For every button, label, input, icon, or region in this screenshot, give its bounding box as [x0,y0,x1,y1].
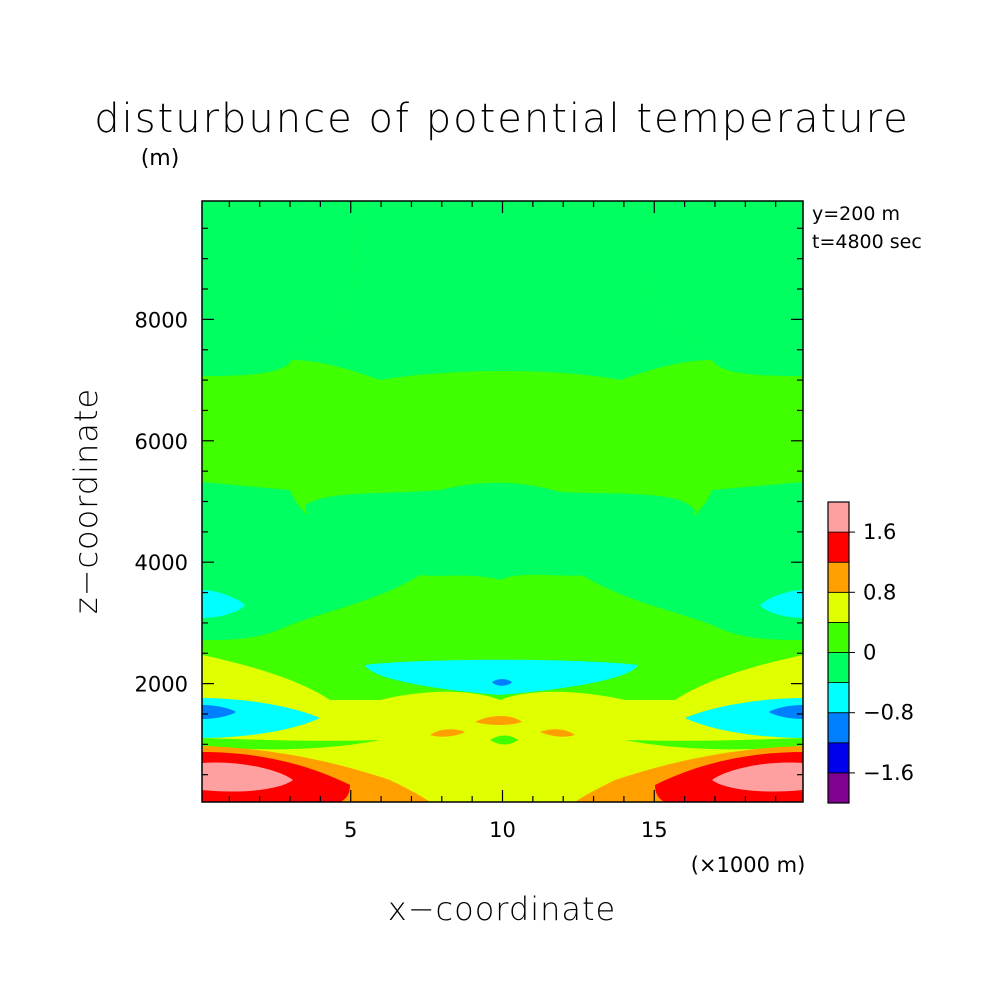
y-tick-label: 8000 [135,308,188,332]
green-lens-right [625,738,803,750]
upper-lobe-right [649,201,803,376]
axis-ticks [202,201,803,802]
side-cyan-left [202,590,245,618]
colorbar-swatch [827,561,850,593]
mid-level-band-center [305,482,695,580]
colorbar-label: 0.8 [863,580,896,604]
y-unit-label: (m) [141,146,180,171]
x-unit-label: (×1000 m) [691,853,806,877]
y-tick-label: 4000 [135,551,188,575]
colorbar-swatch [827,531,850,563]
colorbar-swatch [827,742,850,774]
orange-spot-2 [430,729,465,737]
annotation-y: y=200 m [812,203,900,225]
y-tick-label: 2000 [135,673,188,697]
cyan-band-right [685,698,803,738]
blue-core-right [769,705,803,719]
colorbar [827,501,850,804]
orange-spot-1 [475,716,522,725]
low-blue-minimum [492,679,512,686]
pink-maximum-right [712,762,803,792]
colorbar-swatch [827,501,850,533]
upper-central-column [292,201,712,380]
colorbar-swatch [827,712,850,744]
colorbar-label: −1.6 [863,761,914,785]
x-axis-label: x−coordinate [388,890,616,928]
y-tick-labels: 2000 4000 6000 8000 [135,308,188,696]
colorbar-swatch [827,622,850,653]
colorbar-swatch [827,652,850,684]
upper-lobe-left [202,201,355,376]
pink-maximum-left [202,762,293,792]
annotation-t: t=4800 sec [812,231,922,253]
orange-spot-3 [540,729,575,737]
blue-core-left [202,705,236,719]
mid-level-band-left [202,482,420,640]
colorbar-labels: 1.6 0.8 0 −0.8 −1.6 [863,520,914,785]
colorbar-label: 1.6 [863,520,896,544]
x-tick-label: 15 [641,818,668,842]
cyan-band-left [202,698,320,738]
colorbar-swatch [827,591,850,623]
x-tick-labels: 5 10 15 [344,818,668,842]
chart-title: disturbunce of potential temperature [94,96,910,142]
plot-area [202,201,803,802]
x-tick-label: 5 [344,818,357,842]
y-axis-label: z−coordinate [67,388,105,614]
low-level-positive-layer [202,655,803,802]
y-tick-label: 6000 [135,430,188,454]
x-tick-label: 10 [489,818,516,842]
colorbar-label: −0.8 [863,701,914,725]
side-cyan-right [760,590,803,618]
low-cyan-trough [365,659,638,695]
colorbar-swatch [827,772,850,804]
green-spot [490,735,518,745]
colorbar-label: 0 [863,641,876,665]
green-lens-left [202,738,380,750]
mid-level-band-right [582,482,803,640]
colorbar-ticks [849,531,855,774]
colorbar-swatch [827,682,850,714]
